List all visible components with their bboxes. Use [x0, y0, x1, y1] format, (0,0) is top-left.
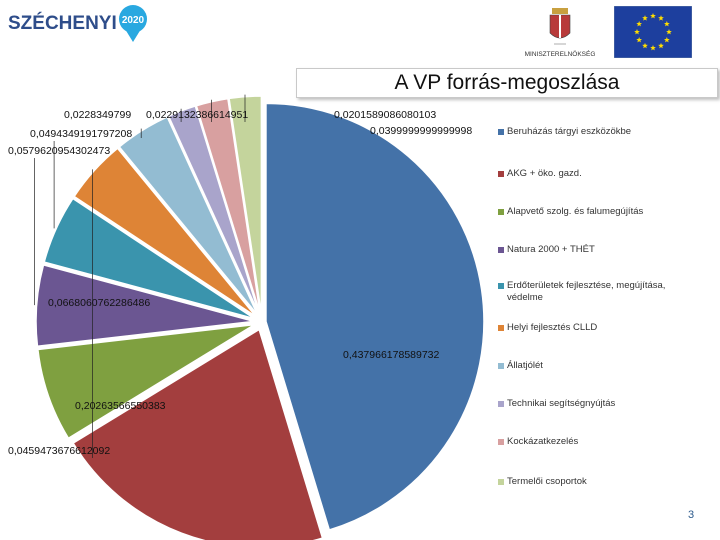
eu-star-icon [642, 15, 648, 21]
eu-star-icon [666, 29, 672, 35]
eu-star-icon [650, 45, 656, 51]
pie-slice [37, 323, 255, 440]
pie-slice [72, 328, 324, 540]
legend-label: Kockázatkezelés [507, 436, 579, 447]
legend-swatch [498, 171, 504, 177]
crown-icon [552, 8, 568, 14]
pin-icon [119, 5, 147, 33]
legend-swatch [498, 325, 504, 331]
legend-label: Termelői csoportok [507, 476, 587, 487]
legend-label: Beruházás tárgyi eszközökbe [507, 126, 632, 137]
pie-slice [73, 147, 257, 318]
legend-label: Állatjólét [507, 360, 543, 371]
legend-swatch [498, 479, 504, 485]
legend-swatch [498, 209, 504, 215]
eu-star-icon [658, 42, 664, 49]
szechenyi-2020-logo: SZÉCHENYI 2020 [8, 5, 147, 42]
data-label: 0,0399999999999998 [370, 125, 472, 137]
data-label: 0,0459473676612092 [8, 445, 110, 457]
legend-swatch [498, 283, 504, 289]
data-label: 0,0668060762286486 [48, 297, 150, 309]
brand-year: 2020 [122, 15, 145, 26]
legend-label: Alapvető szolg. és falumegújítás [507, 206, 644, 217]
page-number: 3 [688, 509, 695, 521]
legend-label: Technikai segítségnyújtás [507, 398, 616, 409]
data-label: 0,0579620954302473 [8, 145, 110, 157]
eu-flag-icon [614, 6, 692, 58]
data-label: 0,20263566550383 [75, 400, 166, 412]
data-label: 0,0494349191797208 [30, 128, 132, 140]
legend-swatch [498, 401, 504, 407]
eu-star-icon [650, 13, 656, 19]
eu-star-icon [642, 42, 648, 49]
data-label: 0,437966178589732 [343, 349, 440, 361]
eu-star-icon [636, 21, 642, 27]
data-label: 0,0228349799 [64, 109, 131, 121]
data-label: 0,0201589086080103 [334, 109, 436, 121]
eu-star-icon [664, 37, 670, 43]
legend-label: Natura 2000 + THÉT [507, 244, 595, 255]
legend-swatch [498, 439, 504, 445]
pin-tip-icon [125, 29, 141, 42]
pie-slice [265, 102, 485, 531]
eu-star-icon [634, 29, 640, 35]
pie-slice [167, 105, 260, 315]
legend-swatch [498, 363, 504, 369]
ministry-logo: MINISZTERELNÖKSÉG [525, 8, 596, 58]
eu-star-icon [664, 21, 670, 27]
pie-slice [195, 97, 261, 315]
eu-star-icon [636, 37, 642, 43]
legend-swatch [498, 247, 504, 253]
chart-title: A VP forrás-megoszlása [296, 68, 718, 98]
ministry-label: MINISZTERELNÖKSÉG [525, 49, 596, 58]
pie-slice [35, 263, 255, 348]
legend-label: Erdőterületek fejlesztése, megújítása, v… [507, 280, 666, 303]
eu-star-icon [658, 15, 664, 21]
legend-label: Helyi fejlesztés CLLD [507, 322, 598, 333]
brand-name: SZÉCHENYI [8, 12, 117, 34]
pie-slice [118, 115, 259, 316]
data-label: 0,0229132386614951 [146, 109, 248, 121]
pie-slice [43, 197, 256, 320]
legend-swatch [498, 129, 504, 135]
legend-label: AKG + öko. gazd. [507, 168, 582, 179]
